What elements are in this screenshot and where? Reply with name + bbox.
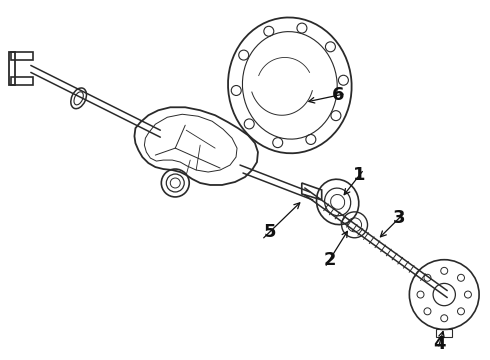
Text: 5: 5	[264, 223, 276, 241]
Text: 4: 4	[433, 336, 445, 354]
Text: 3: 3	[393, 209, 406, 227]
Text: 1: 1	[353, 166, 366, 184]
Text: 6: 6	[331, 86, 344, 104]
Text: 2: 2	[323, 251, 336, 269]
